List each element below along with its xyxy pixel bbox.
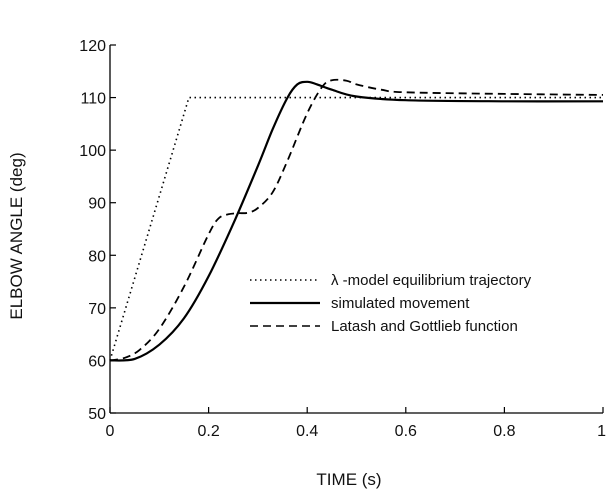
legend-label: Latash and Gottlieb function	[331, 318, 518, 335]
legend-label: simulated movement	[331, 295, 470, 312]
x-tick-label: 0.4	[296, 423, 318, 440]
y-tick-label: 60	[88, 353, 106, 370]
simulated-movement-line	[109, 80, 604, 362]
legend-entry-latash-gottlieb: Latash and Gottlieb function	[250, 318, 518, 335]
y-tick-label: 80	[88, 248, 106, 265]
x-tick-label: 0.6	[395, 423, 417, 440]
y-tick-label: 110	[80, 91, 106, 108]
y-tick-label: 70	[88, 301, 106, 318]
x-tick-label: 0.2	[197, 423, 219, 440]
x-tick-label: 0	[106, 423, 115, 440]
y-tick-label: 90	[88, 196, 106, 213]
y-tick-label: 50	[88, 406, 106, 423]
x-tick-label: 0.8	[493, 423, 515, 440]
y-axis-ticks: 50 60 70 80 90 100 110 120	[79, 38, 116, 423]
legend-entry-equilibrium-trajectory: λ -model equilibrium trajectory	[250, 272, 532, 289]
legend-label: λ -model equilibrium trajectory	[331, 272, 532, 289]
y-tick-label: 100	[79, 143, 106, 160]
x-tick-label: 1	[597, 423, 606, 440]
x-axis-label: TIME (s)	[316, 470, 381, 489]
y-axis-label: ELBOW ANGLE (deg)	[7, 152, 26, 319]
series-layer	[109, 78, 604, 362]
legend-entry-simulated-movement: simulated movement	[250, 295, 470, 312]
equilibrium-trajectory-line	[109, 96, 603, 361]
x-axis-ticks: 0 0.2 0.4 0.6 0.8 1	[106, 407, 606, 440]
legend: λ -model equilibrium trajectory simulated…	[250, 272, 532, 335]
y-tick-label: 120	[79, 38, 106, 55]
